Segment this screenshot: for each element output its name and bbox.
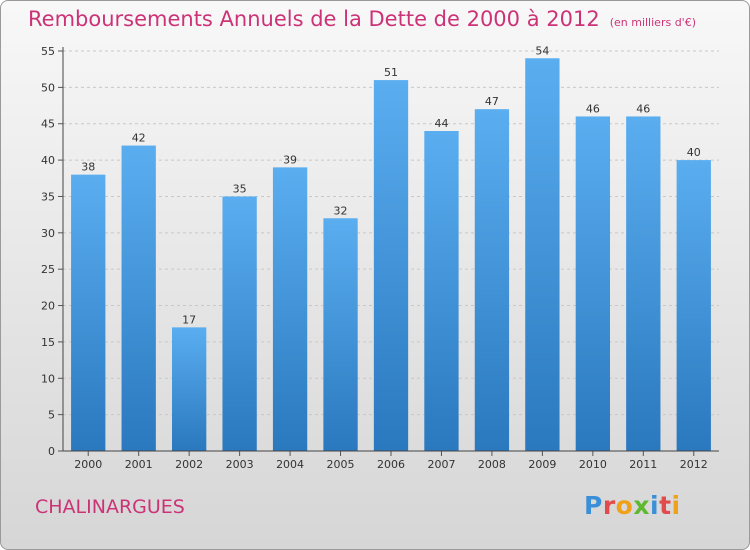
bar bbox=[272, 167, 308, 451]
bar bbox=[575, 116, 611, 452]
chart-unit-note: (en milliers d'€) bbox=[609, 16, 696, 29]
x-tick-label: 2006 bbox=[377, 458, 405, 471]
logo-letter: i bbox=[671, 491, 681, 520]
y-tick-label: 5 bbox=[48, 409, 55, 422]
y-tick-label: 35 bbox=[41, 190, 55, 203]
axes bbox=[58, 47, 719, 456]
labels: 0 5 10 15 20 25 30 35 40 45 50 55 38 2000 42 2001 17 2002… bbox=[41, 44, 708, 471]
bar bbox=[626, 116, 661, 452]
bar bbox=[525, 58, 560, 451]
bar bbox=[323, 218, 358, 451]
data-label: 40 bbox=[687, 146, 701, 159]
y-tick-label: 50 bbox=[41, 81, 55, 94]
y-tick-label: 10 bbox=[41, 372, 55, 385]
x-tick-label: 2005 bbox=[327, 458, 355, 471]
proxiti-logo: Proxiti bbox=[584, 491, 681, 520]
bars bbox=[71, 58, 711, 452]
logo-letter: o bbox=[615, 491, 634, 520]
y-tick-label: 15 bbox=[41, 336, 55, 349]
data-label: 39 bbox=[283, 153, 297, 166]
bar bbox=[222, 196, 257, 451]
x-tick-label: 2000 bbox=[74, 458, 102, 471]
y-tick-label: 20 bbox=[41, 300, 55, 313]
data-label: 44 bbox=[434, 117, 448, 130]
logo-letter: x bbox=[633, 491, 650, 520]
data-label: 32 bbox=[334, 204, 348, 217]
data-label: 35 bbox=[233, 182, 247, 195]
y-tick-label: 45 bbox=[41, 118, 55, 131]
logo-letter: t bbox=[659, 491, 672, 520]
x-tick-label: 2009 bbox=[528, 458, 556, 471]
logo-letter: P bbox=[584, 491, 603, 520]
logo-letter: r bbox=[602, 491, 616, 520]
x-tick-label: 2011 bbox=[629, 458, 657, 471]
bar bbox=[171, 327, 207, 451]
bar bbox=[71, 174, 106, 452]
x-tick-label: 2004 bbox=[276, 458, 304, 471]
bar bbox=[676, 160, 711, 451]
x-tick-label: 2007 bbox=[427, 458, 455, 471]
commune-name: CHALINARGUES bbox=[35, 496, 185, 518]
bar bbox=[474, 109, 510, 451]
data-label: 47 bbox=[485, 95, 499, 108]
x-tick-label: 2012 bbox=[680, 458, 708, 471]
x-tick-label: 2010 bbox=[579, 458, 607, 471]
chart-title-main: Remboursements Annuels de la Dette de 20… bbox=[28, 7, 600, 31]
x-tick-label: 2008 bbox=[478, 458, 506, 471]
data-label: 42 bbox=[132, 132, 146, 145]
y-tick-label: 55 bbox=[41, 45, 55, 58]
bar bbox=[121, 145, 156, 451]
data-label: 46 bbox=[586, 102, 600, 115]
data-label: 38 bbox=[81, 161, 95, 174]
y-tick-label: 30 bbox=[41, 227, 55, 240]
y-tick-label: 40 bbox=[41, 154, 55, 167]
x-tick-label: 2002 bbox=[175, 458, 203, 471]
data-label: 17 bbox=[182, 313, 196, 326]
y-tick-label: 25 bbox=[41, 263, 55, 276]
logo-letter: i bbox=[650, 491, 660, 520]
chart-title: Remboursements Annuels de la Dette de 20… bbox=[28, 7, 696, 31]
y-tick-label: 0 bbox=[48, 445, 55, 458]
data-label: 46 bbox=[636, 102, 650, 115]
data-label: 51 bbox=[384, 66, 398, 79]
x-tick-label: 2001 bbox=[125, 458, 153, 471]
x-tick-label: 2003 bbox=[226, 458, 254, 471]
bar bbox=[424, 131, 459, 451]
data-label: 54 bbox=[535, 44, 549, 57]
bar bbox=[373, 80, 409, 451]
